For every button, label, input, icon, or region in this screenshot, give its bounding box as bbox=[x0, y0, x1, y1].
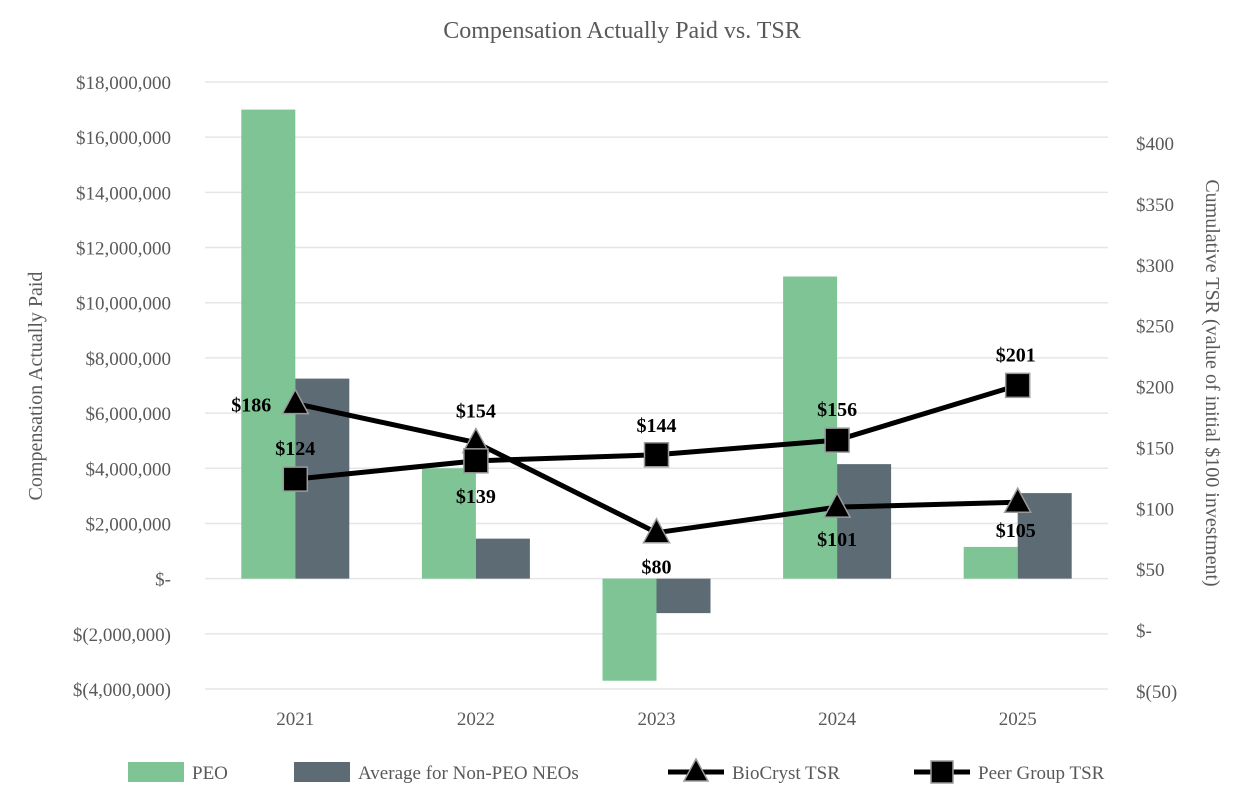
peer-group-tsr-data-label: $144 bbox=[637, 415, 677, 437]
y-left-tick-label: $18,000,000 bbox=[76, 73, 171, 94]
y-right-tick-label: $100 bbox=[1136, 499, 1174, 520]
peer-group-tsr-data-label: $156 bbox=[817, 399, 857, 421]
y-right-tick-label: $250 bbox=[1136, 317, 1174, 338]
y-right-tick-label: $(50) bbox=[1136, 682, 1177, 703]
biocryst-tsr-data-label: $154 bbox=[456, 401, 496, 423]
non-peo-neo-bar bbox=[475, 538, 530, 579]
y-right-tick-label: $150 bbox=[1136, 438, 1174, 459]
biocryst-tsr-data-label: $101 bbox=[817, 529, 857, 551]
peo-bar bbox=[421, 468, 476, 579]
biocryst-tsr-data-label: $105 bbox=[996, 520, 1036, 542]
y-left-tick-label: $(2,000,000) bbox=[73, 625, 171, 646]
peer-group-tsr-marker bbox=[463, 448, 489, 474]
peer-group-tsr-data-label: $124 bbox=[275, 438, 315, 460]
y-left-tick-label: $4,000,000 bbox=[86, 459, 172, 480]
peer-group-tsr-data-label: $201 bbox=[996, 344, 1036, 366]
biocryst-tsr-marker bbox=[642, 517, 671, 544]
legend-marker-peer-group bbox=[930, 760, 954, 784]
y-right-tick-label: $- bbox=[1136, 621, 1152, 642]
y-left-tick-label: $- bbox=[155, 570, 171, 591]
y-right-tick-label: $350 bbox=[1136, 195, 1174, 216]
y-left-axis-title: Compensation Actually Paid bbox=[25, 272, 47, 501]
peer-group-tsr-data-label: $139 bbox=[456, 486, 496, 508]
y-left-tick-label: $16,000,000 bbox=[76, 128, 171, 149]
y-left-tick-label: $10,000,000 bbox=[76, 294, 171, 315]
x-tick-label: 2022 bbox=[457, 709, 495, 730]
y-right-tick-label: $300 bbox=[1136, 256, 1174, 277]
y-left-tick-label: $2,000,000 bbox=[86, 514, 172, 535]
peo-bar bbox=[241, 109, 296, 579]
y-right-axis-title: Cumulative TSR (value of initial $100 in… bbox=[1201, 179, 1223, 586]
legend-label-non-peo-neo: Average for Non-PEO NEOs bbox=[358, 763, 579, 784]
peer-group-tsr-marker bbox=[824, 427, 850, 453]
peer-group-tsr-marker bbox=[1004, 372, 1031, 399]
biocryst-tsr-marker bbox=[281, 388, 310, 415]
legend-marker-biocryst bbox=[682, 757, 710, 782]
biocryst-tsr-data-label: $80 bbox=[642, 557, 672, 579]
peer-group-tsr-marker bbox=[282, 466, 309, 492]
y-left-tick-label: $12,000,000 bbox=[76, 239, 171, 260]
y-left-tick-label: $(4,000,000) bbox=[73, 680, 171, 701]
peo-bar bbox=[963, 546, 1018, 579]
y-left-tick-label: $8,000,000 bbox=[86, 349, 172, 370]
legend-label-peo: PEO bbox=[192, 763, 228, 784]
x-tick-label: 2021 bbox=[276, 709, 314, 730]
peo-bar bbox=[602, 578, 657, 681]
y-right-tick-label: $400 bbox=[1136, 134, 1174, 155]
y-left-tick-label: $14,000,000 bbox=[76, 183, 171, 204]
legend-swatch-peo bbox=[128, 762, 184, 782]
x-tick-label: 2024 bbox=[818, 709, 857, 730]
biocryst-tsr-data-label: $186 bbox=[231, 395, 271, 417]
chart-title: Compensation Actually Paid vs. TSR bbox=[443, 18, 801, 44]
x-tick-label: 2023 bbox=[638, 709, 676, 730]
legend-label-peer-group: Peer Group TSR bbox=[978, 763, 1105, 784]
legend-swatch-non-peo-neo bbox=[294, 762, 350, 782]
biocryst-tsr-marker bbox=[1003, 486, 1032, 513]
y-left-tick-label: $6,000,000 bbox=[86, 404, 172, 425]
non-peo-neo-bar bbox=[837, 464, 892, 579]
biocryst-tsr-marker bbox=[822, 491, 852, 518]
x-tick-label: 2025 bbox=[999, 709, 1037, 730]
y-right-tick-label: $50 bbox=[1136, 560, 1165, 581]
non-peo-neo-bar bbox=[656, 578, 711, 614]
legend-label-biocryst: BioCryst TSR bbox=[732, 763, 840, 784]
peer-group-tsr-marker bbox=[643, 442, 670, 468]
y-right-tick-label: $200 bbox=[1136, 378, 1174, 399]
